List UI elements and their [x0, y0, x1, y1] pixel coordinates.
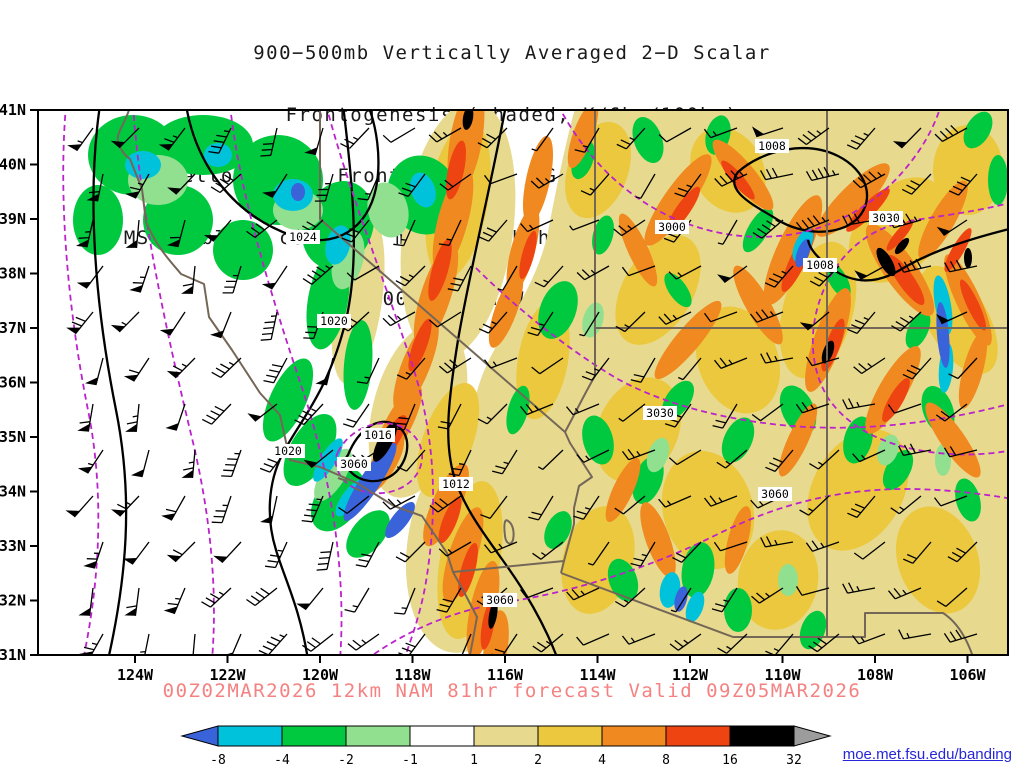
- title-line-1: 900−500mb Vertically Averaged 2−D Scalar: [253, 42, 771, 64]
- svg-text:-2: -2: [338, 753, 354, 768]
- mslp-label: 1008: [758, 139, 786, 153]
- svg-text:110W: 110W: [764, 666, 801, 684]
- svg-text:32: 32: [786, 753, 802, 768]
- svg-text:33N: 33N: [0, 537, 26, 555]
- svg-text:41N: 41N: [0, 104, 26, 119]
- axis-ticks: 41N 40N 39N 38N 37N 36N 35N 34N 33N 32N 31N 124W 122…: [0, 104, 987, 684]
- height-contours: [62, 110, 1008, 655]
- svg-text:16: 16: [722, 753, 738, 768]
- svg-text:108W: 108W: [857, 666, 894, 684]
- svg-text:114W: 114W: [579, 666, 616, 684]
- height-label: 3030: [872, 211, 900, 225]
- svg-text:36N: 36N: [0, 374, 26, 392]
- svg-text:40N: 40N: [0, 156, 26, 174]
- svg-text:-4: -4: [274, 753, 290, 768]
- mslp-label: 1020: [274, 444, 302, 458]
- svg-text:35N: 35N: [0, 428, 26, 446]
- svg-text:116W: 116W: [487, 666, 524, 684]
- svg-text:-8: -8: [210, 753, 226, 768]
- svg-text:32N: 32N: [0, 592, 26, 610]
- forecast-caption: 00Z02MAR2026 12km NAM 81hr forecast Vali…: [162, 680, 862, 702]
- mslp-label: 1024: [289, 230, 317, 244]
- height-label: 3060: [340, 457, 368, 471]
- svg-text:122W: 122W: [209, 666, 246, 684]
- svg-text:124W: 124W: [117, 666, 154, 684]
- colorbar: -8 -4 -2 -1 1 2 4 8 16 32: [180, 725, 832, 768]
- svg-text:118W: 118W: [394, 666, 431, 684]
- height-label: 3060: [761, 487, 789, 501]
- svg-text:8: 8: [662, 753, 670, 768]
- height-label: 3030: [646, 406, 674, 420]
- wind-barbs: [65, 125, 978, 655]
- mslp-label: 1016: [364, 428, 392, 442]
- svg-text:37N: 37N: [0, 319, 26, 337]
- height-label: 3000: [658, 220, 686, 234]
- mslp-label: 1012: [442, 477, 470, 491]
- svg-text:4: 4: [598, 753, 606, 768]
- contour-labels: 1024 1020 1020 1016 1012 1008 1008 3000 …: [271, 139, 903, 607]
- frontogenesis-shaded-field: [73, 110, 1008, 655]
- map-plot: 1024 1020 1020 1016 1012 1008 1008 3000 …: [0, 104, 1009, 684]
- mslp-label: 1008: [806, 258, 834, 272]
- svg-text:-1: -1: [402, 753, 418, 768]
- mslp-label: 1020: [320, 314, 348, 328]
- svg-text:31N: 31N: [0, 646, 26, 664]
- site-link[interactable]: moe.met.fsu.edu/banding: [842, 746, 1012, 763]
- svg-text:112W: 112W: [672, 666, 709, 684]
- svg-text:1: 1: [470, 753, 478, 768]
- svg-text:34N: 34N: [0, 483, 26, 501]
- svg-text:106W: 106W: [949, 666, 986, 684]
- svg-text:39N: 39N: [0, 210, 26, 228]
- height-label: 3060: [486, 593, 514, 607]
- svg-text:2: 2: [534, 753, 542, 768]
- svg-text:38N: 38N: [0, 265, 26, 283]
- svg-text:120W: 120W: [302, 666, 339, 684]
